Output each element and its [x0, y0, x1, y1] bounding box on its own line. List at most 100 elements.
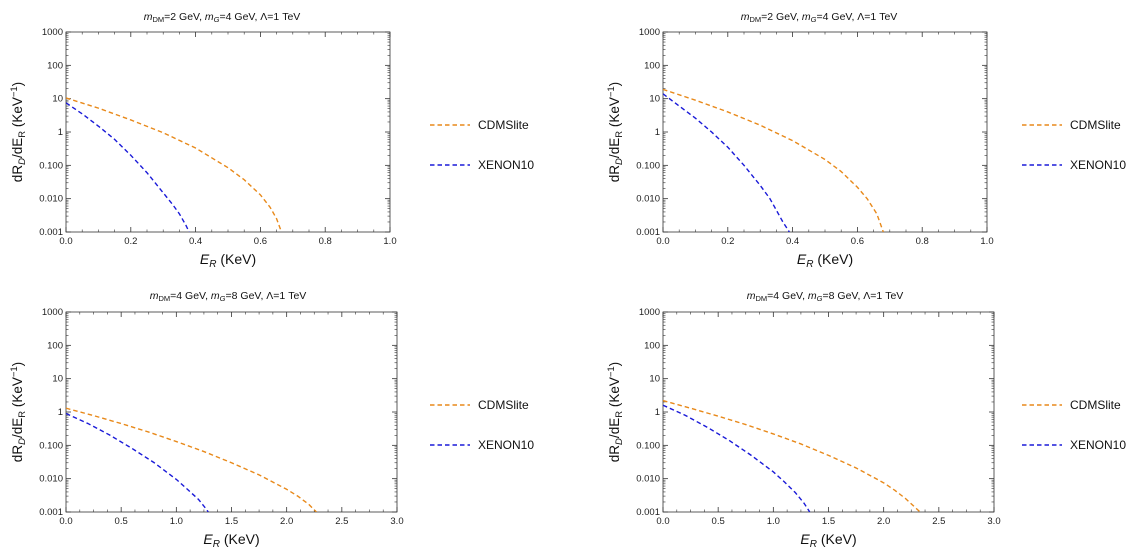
x-label-unit: (KeV)	[220, 531, 260, 547]
y-tick-label: 1000	[639, 27, 660, 38]
y-label-part: )	[607, 82, 622, 87]
series-line-xenon10	[66, 102, 190, 232]
y-axis-label: dRD/dER (KeV−1)	[9, 362, 28, 462]
y-label-subscript: R	[17, 131, 28, 138]
y-tick-label: 100	[644, 340, 660, 351]
y-label-part: dR	[607, 445, 622, 463]
x-tick-label: 2.0	[877, 516, 890, 527]
y-tick-label: 0.001	[39, 227, 63, 238]
y-label-subscript: R	[17, 411, 28, 418]
plot-frame	[65, 311, 398, 513]
x-axis-label: ER (KeV)	[200, 251, 256, 270]
x-tick-label: 0.5	[115, 516, 128, 527]
legend-label: CDMSlite	[478, 118, 529, 132]
x-label-symbol: E	[203, 531, 213, 547]
y-axis-label: dRD/dER (KeV−1)	[9, 82, 28, 182]
y-label-part: dR	[607, 165, 622, 183]
title-text: =4 GeV,	[170, 290, 211, 302]
y-axis-label: dRD/dER (KeV−1)	[606, 362, 625, 462]
y-tick-label: 0.010	[636, 194, 660, 205]
y-tick-label: 0.100	[636, 160, 660, 171]
y-label-superscript: −1	[606, 366, 617, 377]
y-tick-label: 0.100	[636, 440, 660, 451]
y-label-part: /dE	[607, 138, 622, 158]
legend-label: CDMSlite	[1070, 118, 1121, 132]
title-text: =2 GeV,	[164, 11, 205, 23]
chart-panel-1: 0.001 0.010 0.100 1 10 100 1000 0.0 0.2 0.4 0.6 0.8…	[9, 11, 534, 270]
chart-title: mDM=2 GeV, mG=4 GeV, Λ=1 TeV	[741, 11, 898, 24]
chart-title: mDM=4 GeV, mG=8 GeV, Λ=1 TeV	[150, 290, 307, 303]
x-tick-label: 0.2	[124, 236, 137, 247]
title-subscript: DM	[749, 15, 761, 24]
x-tick-label: 1.0	[170, 516, 183, 527]
title-text: =4 GeV,	[767, 290, 808, 302]
x-label-unit: (KeV)	[216, 251, 256, 267]
title-subscript: DM	[755, 294, 767, 303]
title-symbol: m	[205, 11, 214, 23]
x-tick-label: 0.8	[916, 236, 929, 247]
x-tick-label: 2.5	[335, 516, 348, 527]
y-tick-label: 0.010	[39, 474, 63, 485]
series-line-cdmslite	[663, 399, 921, 512]
y-tick-label: 1	[58, 407, 63, 418]
x-tick-label: 0.0	[59, 516, 72, 527]
y-label-part: /dE	[10, 418, 25, 438]
x-label-symbol: E	[800, 531, 810, 547]
x-axis-label: ER (KeV)	[203, 531, 259, 550]
y-label-subscript: D	[17, 158, 28, 165]
series-line-cdmslite	[663, 88, 884, 232]
y-tick-label: 1000	[42, 27, 63, 38]
y-tick-label: 0.001	[636, 507, 660, 518]
x-tick-label: 2.5	[932, 516, 945, 527]
x-tick-label: 0.6	[851, 236, 864, 247]
series-line-xenon10	[663, 93, 790, 232]
y-tick-label: 0.100	[39, 160, 63, 171]
y-tick-label: 0.001	[636, 227, 660, 238]
x-tick-label: 3.0	[987, 516, 1000, 527]
x-tick-label: 2.0	[280, 516, 293, 527]
y-label-part: )	[10, 362, 25, 367]
x-tick-label: 1.0	[383, 236, 396, 247]
title-symbol: m	[808, 290, 817, 302]
y-tick-label: 0.001	[39, 507, 63, 518]
y-axis-label: dRD/dER (KeV−1)	[606, 82, 625, 182]
y-label-subscript: R	[614, 411, 625, 418]
y-tick-label: 1	[655, 127, 660, 138]
title-text: =4 GeV, Λ=1 TeV	[817, 11, 898, 23]
chart-panel-2: 0.001 0.010 0.100 1 10 100 1000 0.0 0.2 0.4 0.6 0.8…	[606, 11, 1126, 270]
x-tick-label: 0.0	[59, 236, 72, 247]
y-tick-label: 0.100	[39, 440, 63, 451]
legend-label: XENON10	[478, 158, 534, 172]
y-tick-label: 1000	[42, 307, 63, 318]
x-tick-label: 0.2	[721, 236, 734, 247]
x-tick-label: 0.4	[786, 236, 799, 247]
y-label-part: (KeV	[607, 97, 622, 131]
chart-panel-3: 0.001 0.010 0.100 1 10 100 1000 0.0 0.5 1.0 1.5 2.0…	[9, 290, 534, 550]
plot-frame	[662, 311, 995, 513]
y-tick-label: 100	[47, 60, 63, 71]
x-tick-label: 0.6	[254, 236, 267, 247]
x-tick-label: 1.5	[225, 516, 238, 527]
y-tick-label: 1	[655, 407, 660, 418]
y-label-part: )	[10, 82, 25, 87]
y-label-part: dR	[10, 445, 25, 463]
y-label-superscript: −1	[9, 86, 20, 97]
x-label-subscript: R	[806, 259, 813, 270]
x-label-unit: (KeV)	[817, 531, 857, 547]
y-label-part: (KeV	[607, 377, 622, 411]
title-subscript: DM	[158, 294, 170, 303]
y-tick-label: 10	[649, 94, 660, 105]
y-tick-label: 10	[52, 94, 63, 105]
x-tick-label: 1.5	[822, 516, 835, 527]
y-tick-label: 10	[52, 374, 63, 385]
title-text: =8 GeV, Λ=1 TeV	[226, 290, 307, 302]
title-subscript: G	[214, 15, 220, 24]
series-line-xenon10	[663, 404, 811, 512]
title-subscript: DM	[152, 15, 164, 24]
x-tick-label: 1.0	[980, 236, 993, 247]
series-line-cdmslite	[66, 97, 283, 232]
x-label-subscript: R	[209, 259, 216, 270]
y-tick-label: 100	[644, 60, 660, 71]
y-tick-label: 0.010	[39, 194, 63, 205]
